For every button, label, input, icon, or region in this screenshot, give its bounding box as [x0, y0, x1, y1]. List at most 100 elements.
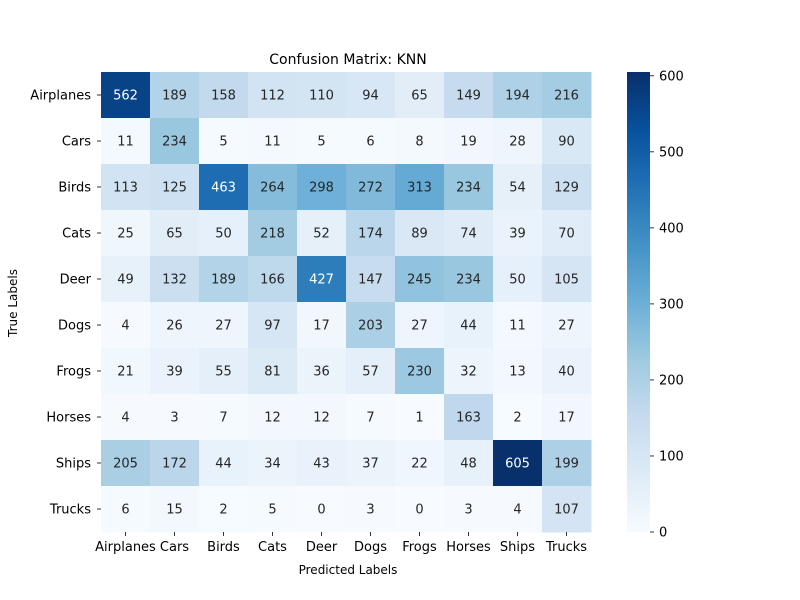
- cell-value-label-r5-c6: 27: [411, 319, 428, 334]
- heatmap-cell-r0-c8: [493, 72, 543, 119]
- cell-value-label-r3-c9: 70: [558, 227, 575, 242]
- heatmap-cell-r7-c0: [101, 394, 151, 441]
- heatmap-cell-r2-c3: [248, 164, 298, 211]
- cell-value-label-r0-c9: 216: [554, 89, 579, 104]
- cell-value-label-r7-c9: 17: [558, 411, 575, 426]
- cell-value-label-r5-c3: 97: [264, 319, 281, 334]
- heatmap-cell-r9-c6: [395, 486, 445, 533]
- colorbar-tick-label: 400: [659, 221, 684, 236]
- heatmap-cell-r3-c9: [542, 210, 592, 257]
- cell-value-label-r2-c5: 272: [358, 181, 383, 196]
- heatmap-cell-r3-c2: [199, 210, 249, 257]
- colorbar-tick-label: 0: [659, 526, 667, 541]
- heatmap-cell-r7-c3: [248, 394, 298, 441]
- x-axis-ticks: Airplanes Cars Birds Cats Deer Dogs Frogs Horse…: [95, 532, 587, 555]
- y-tick-label: Airplanes: [30, 89, 91, 104]
- heatmap-cell-r5-c8: [493, 302, 543, 349]
- heatmap-cell-r4-c2: [199, 256, 249, 303]
- cell-value-label-r4-c8: 50: [509, 273, 526, 288]
- heatmap-cell-r6-c0: [101, 348, 151, 395]
- cell-value-label-r2-c1: 125: [162, 181, 187, 196]
- heatmap-cell-r6-c7: [444, 348, 494, 395]
- heatmap-cell-r4-c7: [444, 256, 494, 303]
- cell-value-label-r8-c0: 205: [113, 457, 138, 472]
- colorbar-tick-label: 300: [659, 297, 684, 312]
- x-tick-label: Cars: [160, 540, 189, 555]
- heatmap-cell-r3-c6: [395, 210, 445, 257]
- heatmap-cell-r3-c5: [346, 210, 396, 257]
- cell-value-label-r9-c8: 4: [513, 503, 521, 518]
- cell-value-label-r7-c8: 2: [513, 411, 521, 426]
- y-axis-ticks: Airplanes Cars Birds Cats Deer Dogs Frogs Horse…: [30, 89, 101, 518]
- cell-value-label-r4-c2: 189: [211, 273, 236, 288]
- heatmap-cell-r4-c1: [150, 256, 200, 303]
- cell-value-label-r3-c6: 89: [411, 227, 428, 242]
- cell-value-label-r6-c2: 55: [215, 365, 232, 380]
- heatmap-cell-r1-c6: [395, 118, 445, 165]
- heatmap-cell-r1-c7: [444, 118, 494, 165]
- heatmap-cell-r9-c7: [444, 486, 494, 533]
- heatmap-cell-r7-c9: [542, 394, 592, 441]
- heatmap-cells: [101, 72, 592, 533]
- cell-value-label-r5-c8: 11: [509, 319, 526, 334]
- x-tick-label: Cats: [258, 540, 287, 555]
- cell-value-label-r4-c0: 49: [117, 273, 134, 288]
- cell-value-label-r2-c8: 54: [509, 181, 526, 196]
- x-tick-label: Trucks: [545, 540, 587, 555]
- cell-value-label-r7-c4: 12: [313, 411, 330, 426]
- cell-value-label-r0-c2: 158: [211, 89, 236, 104]
- cell-value-label-r0-c3: 112: [260, 89, 285, 104]
- cell-value-label-r5-c1: 26: [166, 319, 183, 334]
- x-tick-label: Birds: [207, 540, 240, 555]
- heatmap-cell-r1-c2: [199, 118, 249, 165]
- heatmap-cell-r1-c9: [542, 118, 592, 165]
- cell-value-label-r1-c7: 19: [460, 135, 477, 150]
- y-tick-label: Cars: [62, 135, 91, 150]
- heatmap-cell-r5-c6: [395, 302, 445, 349]
- cell-value-label-r6-c9: 40: [558, 365, 575, 380]
- cell-value-label-r5-c5: 203: [358, 319, 383, 334]
- cell-value-label-r6-c5: 57: [362, 365, 379, 380]
- heatmap-cell-r9-c5: [346, 486, 396, 533]
- cell-value-label-r8-c5: 37: [362, 457, 379, 472]
- y-tick-label: Horses: [46, 411, 91, 426]
- heatmap-cell-r0-c3: [248, 72, 298, 119]
- y-tick-label: Trucks: [49, 503, 91, 518]
- cell-value-label-r4-c3: 166: [260, 273, 285, 288]
- heatmap-cell-r4-c4: [297, 256, 347, 303]
- heatmap-cell-r1-c1: [150, 118, 200, 165]
- heatmap-cell-r7-c8: [493, 394, 543, 441]
- heatmap-cell-r5-c7: [444, 302, 494, 349]
- cell-value-label-r8-c8: 605: [505, 457, 530, 472]
- heatmap-cell-r5-c4: [297, 302, 347, 349]
- cell-value-label-r3-c0: 25: [117, 227, 134, 242]
- x-tick-label: Dogs: [354, 540, 387, 555]
- cell-value-label-r8-c1: 172: [162, 457, 187, 472]
- cell-value-label-r9-c6: 0: [415, 503, 423, 518]
- colorbar-tick-label: 600: [659, 69, 684, 84]
- cell-value-label-r4-c7: 234: [456, 273, 481, 288]
- cell-value-label-r3-c2: 50: [215, 227, 232, 242]
- heatmap-cell-r9-c3: [248, 486, 298, 533]
- cell-value-label-r7-c5: 7: [366, 411, 374, 426]
- cell-value-label-r6-c4: 36: [313, 365, 330, 380]
- heatmap-cell-r9-c0: [101, 486, 151, 533]
- heatmap-cell-r2-c5: [346, 164, 396, 211]
- heatmap-cell-r2-c9: [542, 164, 592, 211]
- cell-value-label-r8-c6: 22: [411, 457, 428, 472]
- colorbar-tick-label: 500: [659, 145, 684, 160]
- heatmap-cell-r2-c4: [297, 164, 347, 211]
- y-axis-label: True Labels: [6, 269, 20, 338]
- cell-value-label-r7-c0: 4: [121, 411, 129, 426]
- cell-value-label-r9-c1: 15: [166, 503, 183, 518]
- x-tick-label: Ships: [500, 540, 535, 555]
- heatmap-cell-r0-c1: [150, 72, 200, 119]
- heatmap-cell-r5-c5: [346, 302, 396, 349]
- heatmap-cell-r2-c8: [493, 164, 543, 211]
- heatmap-cell-r0-c2: [199, 72, 249, 119]
- cell-value-label-r8-c2: 44: [215, 457, 232, 472]
- heatmap-cell-r7-c1: [150, 394, 200, 441]
- heatmap-cell-r6-c9: [542, 348, 592, 395]
- cell-value-label-r7-c2: 7: [219, 411, 227, 426]
- heatmap-cell-r5-c3: [248, 302, 298, 349]
